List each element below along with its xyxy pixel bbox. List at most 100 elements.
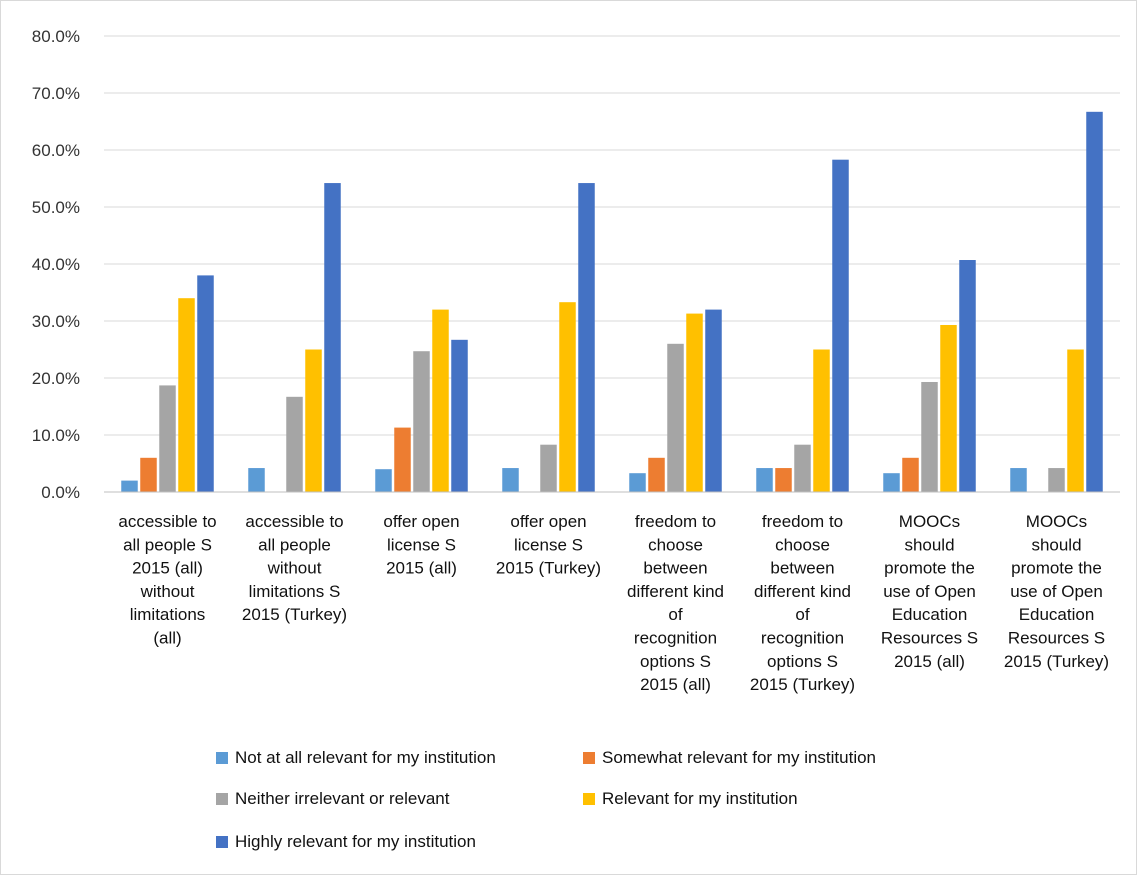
- x-category-line: different kind: [754, 582, 851, 601]
- legend-swatch: [583, 793, 595, 805]
- x-category-line: freedom to: [762, 512, 843, 531]
- x-category-line: accessible to: [118, 512, 216, 531]
- bar: [794, 444, 811, 492]
- bar: [324, 183, 341, 492]
- bar: [248, 468, 265, 492]
- legend-item-not-at-all-relevant: Not at all relevant for my institution: [216, 748, 496, 768]
- legend-label: Somewhat relevant for my institution: [602, 748, 877, 767]
- x-category-line: Resources S: [1008, 629, 1105, 648]
- bar: [883, 473, 900, 492]
- bar: [559, 302, 576, 492]
- bar: [1010, 468, 1027, 492]
- x-category-line: promote the: [1011, 559, 1102, 578]
- bar: [178, 298, 195, 492]
- x-category-line: accessible to: [245, 512, 343, 531]
- x-category-line: should: [904, 535, 954, 554]
- bar: [502, 468, 519, 492]
- bar: [648, 457, 665, 492]
- x-category-line: of: [668, 605, 682, 624]
- bar: [775, 468, 792, 492]
- legend-item-highly-relevant: Highly relevant for my institution: [216, 832, 476, 852]
- x-category-line: license S: [514, 535, 583, 554]
- x-category-line: 2015 (Turkey): [242, 605, 347, 624]
- bar: [705, 309, 722, 492]
- x-category-line: of: [795, 605, 809, 624]
- x-category-label: offer open license S 2015 (Turkey): [496, 512, 601, 578]
- x-category-line: should: [1031, 535, 1081, 554]
- bar: [921, 381, 938, 492]
- bar: [756, 468, 773, 492]
- bar: [121, 480, 138, 492]
- bar: [1048, 468, 1065, 492]
- bar: [832, 159, 849, 492]
- legend-swatch: [216, 836, 228, 848]
- x-category-line: different kind: [627, 582, 724, 601]
- y-tick-label: 50.0%: [32, 198, 80, 217]
- x-category-line: 2015 (Turkey): [496, 559, 601, 578]
- bar: [667, 343, 684, 492]
- y-tick-label: 70.0%: [32, 84, 80, 103]
- x-category-label: MOOCs should promote the use of Open Educati…: [1004, 512, 1109, 671]
- x-category-label: offer open license S 2015 (all): [383, 512, 459, 578]
- bar: [959, 260, 976, 492]
- y-tick-label: 10.0%: [32, 426, 80, 445]
- x-category-line: all people: [258, 535, 331, 554]
- x-category-line: license S: [387, 535, 456, 554]
- legend-item-somewhat-relevant: Somewhat relevant for my institution: [583, 748, 876, 768]
- x-category-line: recognition: [634, 629, 717, 648]
- legend-swatch: [216, 793, 228, 805]
- x-category-label: MOOCs should promote the use of Open Educati…: [881, 512, 978, 671]
- x-category-line: choose: [775, 535, 830, 554]
- bar: [451, 339, 468, 492]
- x-category-line: all people S: [123, 535, 212, 554]
- x-category-line: 2015 (all): [640, 675, 711, 694]
- x-category-line: MOOCs: [899, 512, 960, 531]
- bar: [629, 473, 646, 492]
- x-category-line: Resources S: [881, 629, 978, 648]
- bar: [197, 275, 214, 492]
- y-tick-label: 40.0%: [32, 255, 80, 274]
- x-category-line: between: [770, 559, 834, 578]
- bar: [540, 444, 557, 492]
- x-category-label: freedom to choose between different kind of r…: [750, 512, 855, 694]
- legend-swatch: [583, 752, 595, 764]
- bar: [1086, 111, 1103, 492]
- x-category-line: offer open: [383, 512, 459, 531]
- bar: [375, 469, 392, 492]
- y-tick-label: 60.0%: [32, 141, 80, 160]
- x-category-line: offer open: [510, 512, 586, 531]
- x-category-line: without: [267, 559, 322, 578]
- bar: [686, 313, 703, 492]
- bar: [159, 385, 176, 492]
- bar: [140, 457, 157, 492]
- legend-label: Not at all relevant for my institution: [235, 748, 496, 767]
- y-tick-label: 20.0%: [32, 369, 80, 388]
- legend-swatch: [216, 752, 228, 764]
- x-category-line: 2015 (all): [132, 559, 203, 578]
- x-category-line: without: [140, 582, 195, 601]
- x-axis-categories: accessible to all people S 2015 (all) witho…: [118, 512, 1109, 694]
- bar: [432, 309, 449, 492]
- x-category-line: limitations: [130, 605, 206, 624]
- x-category-label: freedom to choose between different kind of r…: [627, 512, 724, 694]
- x-category-line: Education: [892, 605, 968, 624]
- x-category-line: between: [643, 559, 707, 578]
- x-category-line: options S: [640, 652, 711, 671]
- y-axis-ticks: 0.0% 10.0% 20.0% 30.0% 40.0% 50.0% 60.0% 70.0% 8…: [32, 27, 80, 502]
- x-category-line: MOOCs: [1026, 512, 1087, 531]
- x-category-line: recognition: [761, 629, 844, 648]
- x-category-line: 2015 (all): [386, 559, 457, 578]
- y-tick-label: 30.0%: [32, 312, 80, 331]
- x-category-line: freedom to: [635, 512, 716, 531]
- x-category-line: limitations S: [249, 582, 341, 601]
- bar: [413, 351, 430, 492]
- legend-label: Neither irrelevant or relevant: [235, 789, 450, 808]
- legend-item-neither: Neither irrelevant or relevant: [216, 789, 449, 809]
- bar: [940, 324, 957, 492]
- bar: [286, 396, 303, 492]
- y-tick-label: 0.0%: [41, 483, 80, 502]
- x-category-line: 2015 (Turkey): [750, 675, 855, 694]
- x-category-line: options S: [767, 652, 838, 671]
- x-category-line: (all): [153, 629, 181, 648]
- x-category-line: Education: [1019, 605, 1095, 624]
